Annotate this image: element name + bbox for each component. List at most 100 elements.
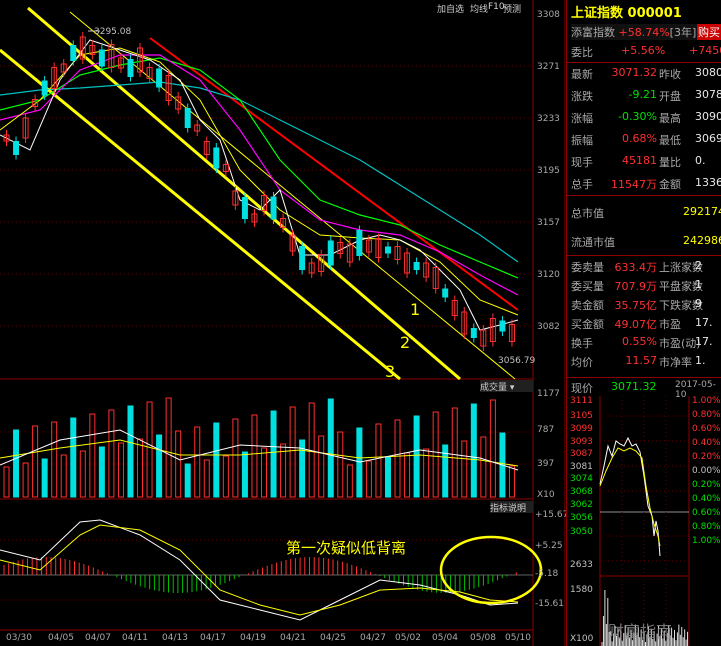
intraday-left-axis-7: 3068 [570, 487, 593, 497]
q1-value-b: 0. [695, 154, 706, 167]
q1-row-2: 涨幅 -0.30%最高 3090. [571, 110, 721, 130]
q1-label-a: 振幅 [571, 134, 593, 147]
q2-label-b: 市盈 [659, 318, 681, 331]
ma-button[interactable]: 均线 [470, 5, 489, 15]
market-cap-label: 总市值 [571, 207, 604, 220]
q1-label-b: 最高 [659, 112, 681, 125]
high-marker: 3295.08 [94, 27, 131, 37]
price-axis-4: 3157 [537, 218, 560, 228]
volume-bar [146, 401, 153, 498]
volume-bar [22, 462, 29, 498]
volume-bar [241, 451, 248, 498]
volume-bar [165, 397, 172, 498]
date-3: 04/11 [122, 633, 148, 643]
volume-bar [508, 465, 515, 498]
intraday-right-axis-5: 0.00% [692, 466, 721, 476]
buy-button[interactable]: 购买 [697, 24, 721, 40]
q1-row-3: 振幅 0.68%最低 3069. [571, 132, 721, 152]
macd-axis-0: +15.67 [535, 510, 569, 520]
rank-label: 添富指数 [571, 26, 615, 39]
forecast-button[interactable]: 预测 [503, 5, 522, 15]
date-6: 04/19 [240, 633, 266, 643]
rank-period: [3年] [669, 26, 697, 39]
date-4: 04/13 [162, 633, 188, 643]
q1-value-a: 11547万 [611, 178, 657, 191]
q1-row-4: 现手 45181 量比 0. [571, 154, 721, 174]
q2-label-a: 买金额 [571, 318, 604, 331]
q1-value-b: 3090. [695, 110, 721, 123]
market-cap-value: 292174 [683, 205, 721, 218]
watermark-logo: 财富指南 [608, 622, 673, 641]
q1-value-a: 45181 [622, 154, 657, 167]
add-watch-button[interactable]: 加自选 [437, 5, 465, 15]
intraday-chart[interactable] [566, 396, 721, 646]
volume-axis-0: 1177 [537, 389, 560, 399]
q1-label-b: 开盘 [659, 90, 681, 103]
price-axis-1: 3271 [537, 62, 560, 72]
divergence-annotation: 第一次疑似低背离 [286, 539, 406, 557]
macd-axis-2: -5.18 [535, 569, 559, 579]
q2-value-b: 17. [695, 335, 713, 348]
q2-label-a: 委买量 [571, 280, 604, 293]
q1-label-b: 金额 [659, 178, 681, 191]
stock-title: 上证指数 [571, 6, 624, 21]
intraday-left-axis-11: 2633 [570, 560, 593, 570]
intraday-price-label: 现价 [571, 382, 593, 395]
volume-bar [413, 415, 420, 498]
channel-label-2: 2 [400, 333, 410, 352]
volume-bar [270, 410, 277, 498]
intraday-left-axis-13: X100 [570, 634, 594, 644]
quote-panel [566, 0, 721, 646]
volume-bar [365, 460, 372, 498]
intraday-right-axis-0: 1.00% [692, 396, 721, 406]
intraday-right-axis-2: 0.60% [692, 424, 721, 434]
intraday-right-axis-7: 0.40% [692, 494, 721, 504]
volume-bar [41, 458, 48, 498]
volume-bar [384, 456, 391, 498]
price-axis-2: 3233 [537, 114, 560, 124]
volume-bar [203, 459, 210, 498]
q1-label-a: 最新 [571, 68, 593, 81]
volume-bar [108, 409, 115, 498]
date-7: 04/21 [280, 633, 306, 643]
f10-button[interactable]: F10 [488, 2, 505, 12]
volume-bar [3, 466, 10, 498]
macd-axis-3: -15.61 [535, 599, 565, 609]
volume-bar [156, 434, 163, 498]
volume-button-label: 成交量 [480, 383, 508, 393]
q2-value-a: 49.07亿 [614, 318, 658, 331]
q1-label-b: 量比 [659, 156, 681, 169]
q2-label-a: 卖金额 [571, 299, 604, 312]
q2-value-b: 1 [695, 278, 702, 291]
q2-value-a: 633.4万 [614, 261, 658, 274]
volume-bar [117, 442, 124, 498]
volume-bar [89, 413, 96, 498]
volume-bar [432, 411, 439, 498]
volume-bar [451, 407, 458, 498]
q2-row-1: 委买量 707.9万 平盘家数 1 [571, 278, 721, 298]
q2-value-a: 11.57 [625, 354, 658, 367]
volume-bar [375, 423, 382, 498]
intraday-right-axis-10: 1.00% [692, 536, 721, 546]
volume-bar [280, 443, 287, 498]
channel-label-3: 3 [385, 362, 395, 381]
price-axis-0: 3308 [537, 10, 560, 20]
date-1: 04/05 [48, 633, 74, 643]
candlestick-chart[interactable]: 3295.08 3056.79 1 2 3 第一次疑似低背离 [0, 0, 565, 646]
intraday-right-axis-6: 0.20% [692, 480, 721, 490]
q1-row-5: 总手 11547万 金额 1336 [571, 176, 721, 196]
q2-row-2: 卖金额 35.75亿 下跌家数 9 [571, 297, 721, 317]
volume-button[interactable]: 成交量 ▾ [480, 380, 533, 393]
intraday-price-value: 3071.32 [611, 380, 657, 393]
q2-label-b: 市净率 [659, 356, 692, 369]
volume-bar [232, 418, 239, 498]
indicator-button[interactable]: 指标说明 [490, 501, 533, 514]
volume-bar [60, 454, 67, 498]
price-axis-6: 3082 [537, 322, 560, 332]
intraday-right-axis-1: 0.80% [692, 410, 721, 420]
volume-bar [318, 435, 325, 498]
volume-bar [194, 426, 201, 498]
date-0: 03/30 [6, 633, 32, 643]
